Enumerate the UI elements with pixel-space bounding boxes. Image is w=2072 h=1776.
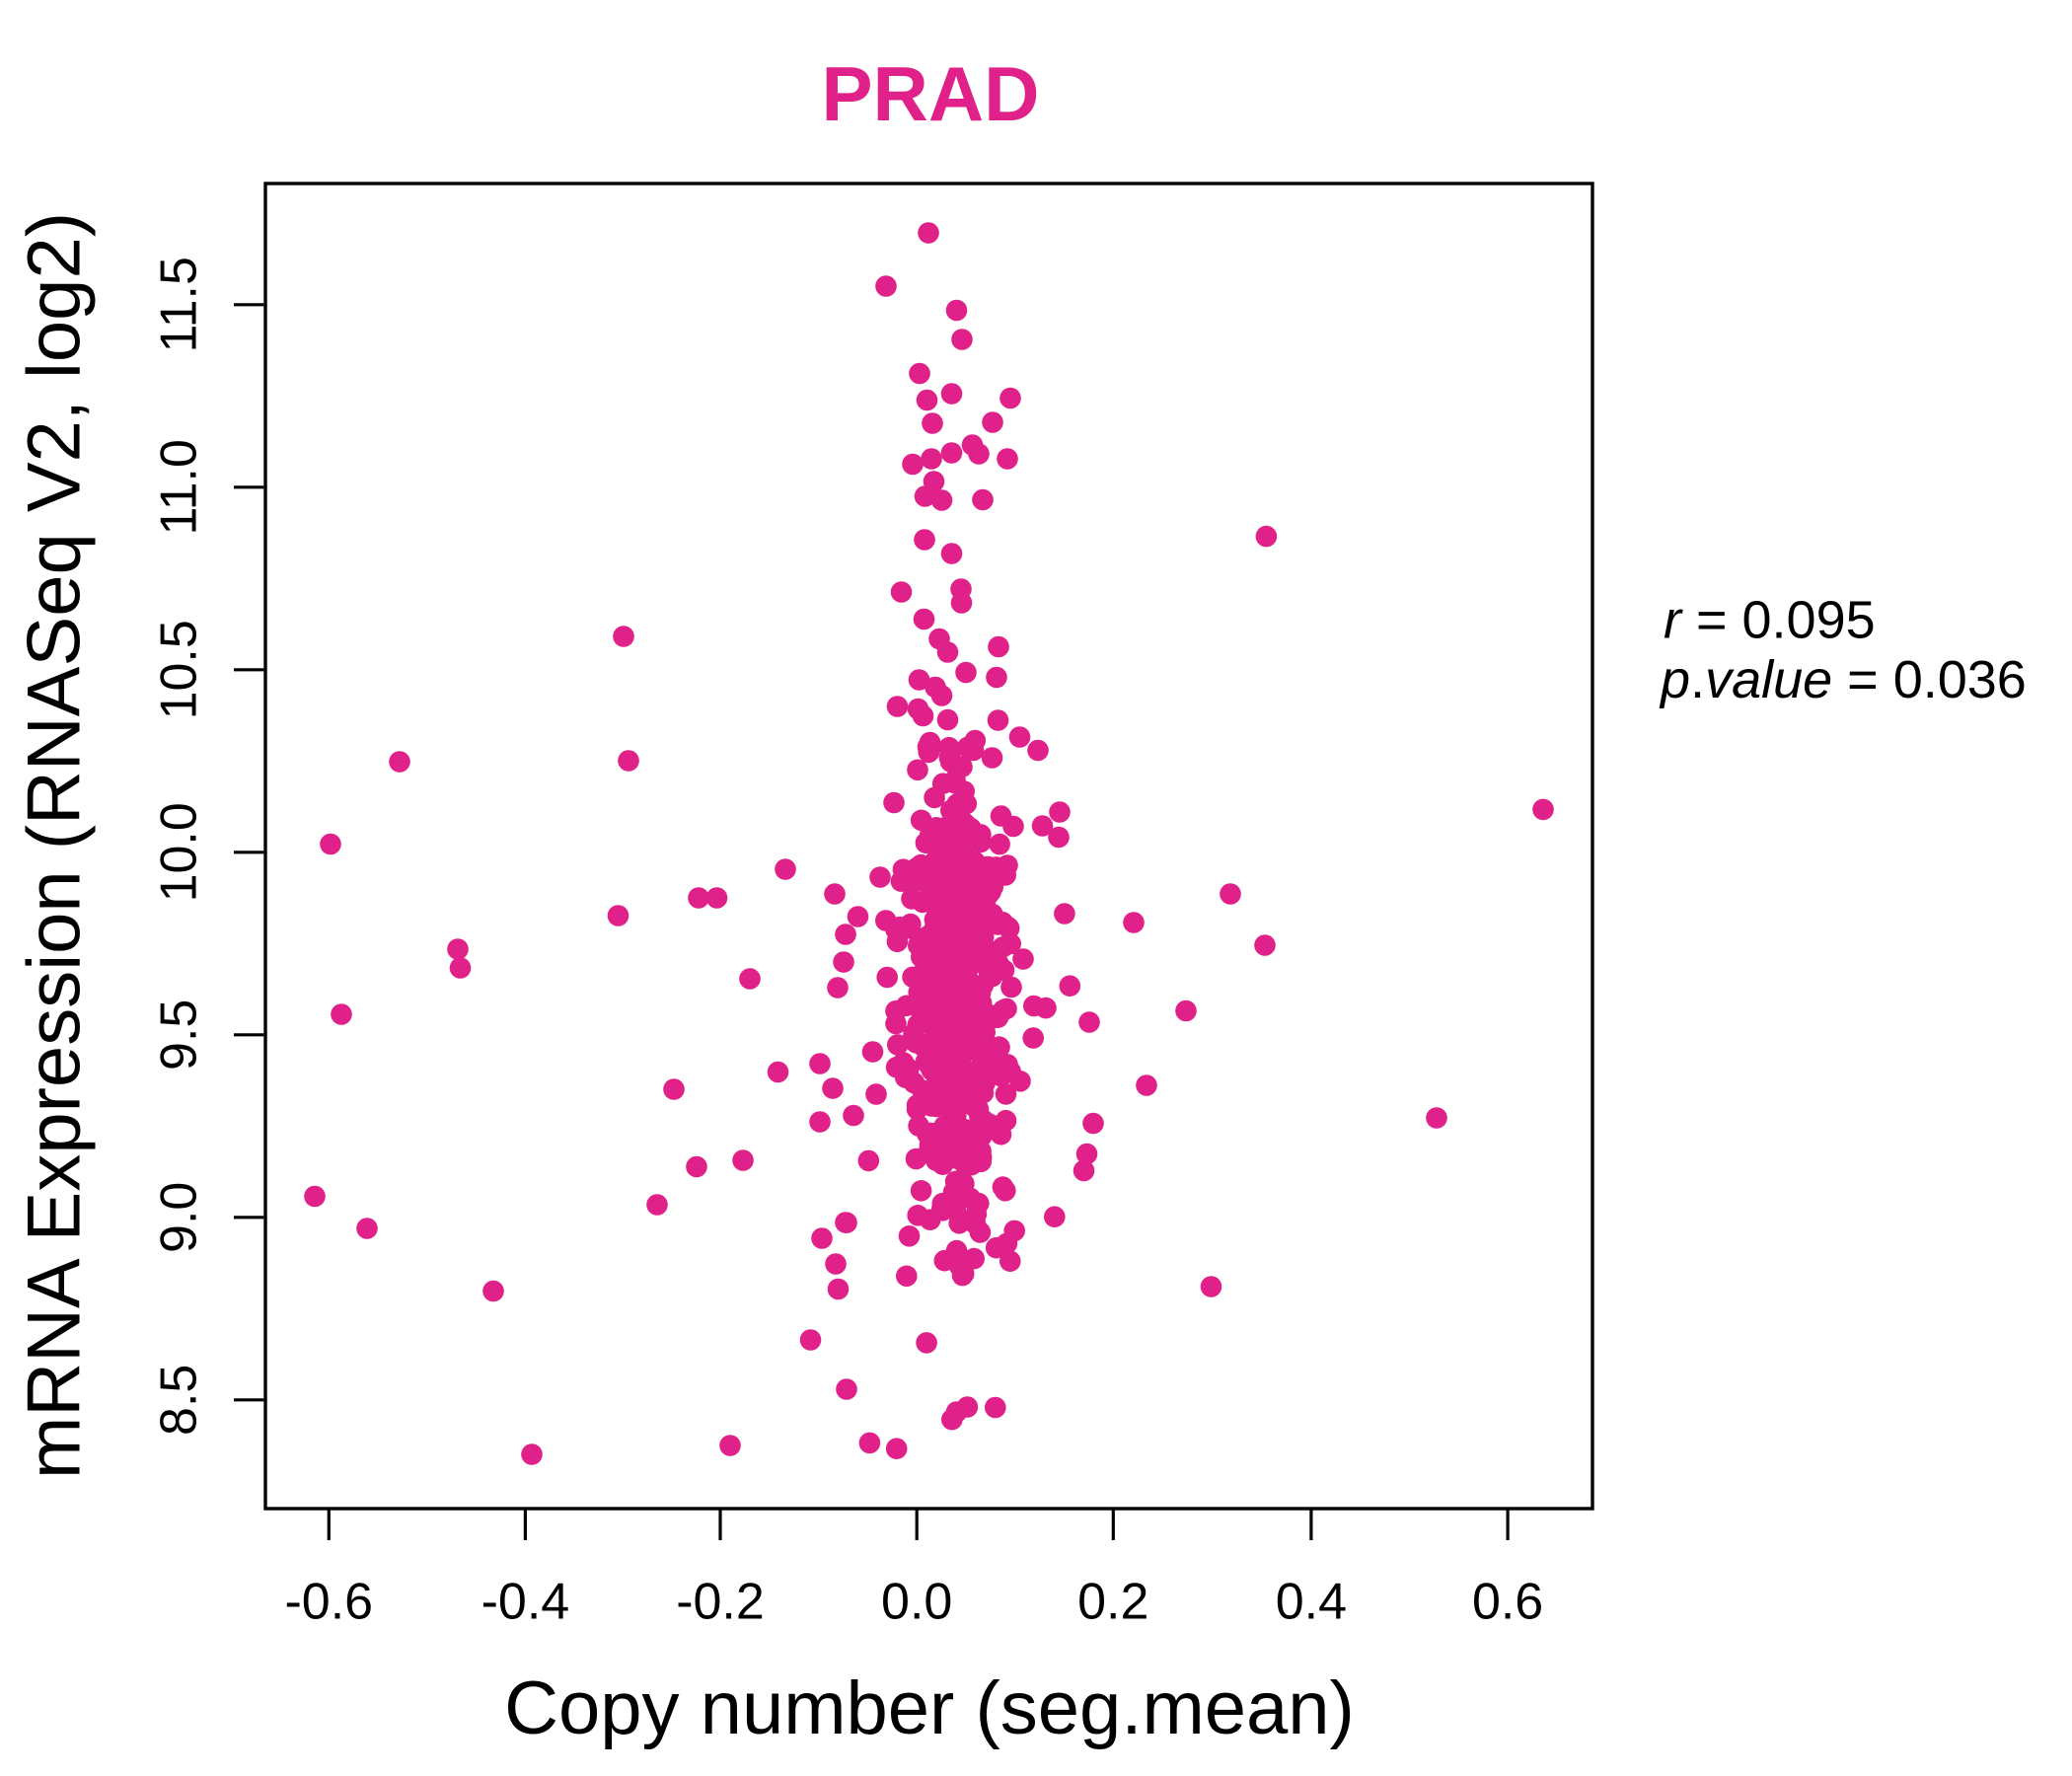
svg-text:-0.6: -0.6 bbox=[284, 1574, 373, 1631]
svg-text:0.4: 0.4 bbox=[1276, 1574, 1347, 1631]
svg-text:11.0: 11.0 bbox=[151, 439, 208, 535]
svg-text:0.0: 0.0 bbox=[881, 1574, 952, 1631]
svg-text:8.5: 8.5 bbox=[151, 1365, 208, 1436]
svg-text:10.0: 10.0 bbox=[151, 802, 208, 902]
svg-text:r = 0.095: r = 0.095 bbox=[1664, 591, 1876, 650]
svg-text:mRNA Expression (RNASeq V2, lo: mRNA Expression (RNASeq V2, log2) bbox=[12, 212, 96, 1479]
svg-text:PRAD: PRAD bbox=[821, 50, 1039, 137]
svg-text:-0.2: -0.2 bbox=[676, 1574, 765, 1631]
svg-text:Copy number (seg.mean): Copy number (seg.mean) bbox=[504, 1666, 1355, 1750]
svg-text:9.5: 9.5 bbox=[151, 999, 208, 1071]
svg-text:11.5: 11.5 bbox=[151, 257, 208, 352]
svg-text:9.0: 9.0 bbox=[151, 1182, 208, 1253]
svg-text:0.2: 0.2 bbox=[1077, 1574, 1148, 1631]
svg-text:p.value = 0.036: p.value = 0.036 bbox=[1659, 650, 2027, 709]
svg-text:-0.4: -0.4 bbox=[481, 1574, 570, 1631]
svg-text:0.6: 0.6 bbox=[1472, 1574, 1543, 1631]
svg-text:10.5: 10.5 bbox=[151, 620, 208, 719]
